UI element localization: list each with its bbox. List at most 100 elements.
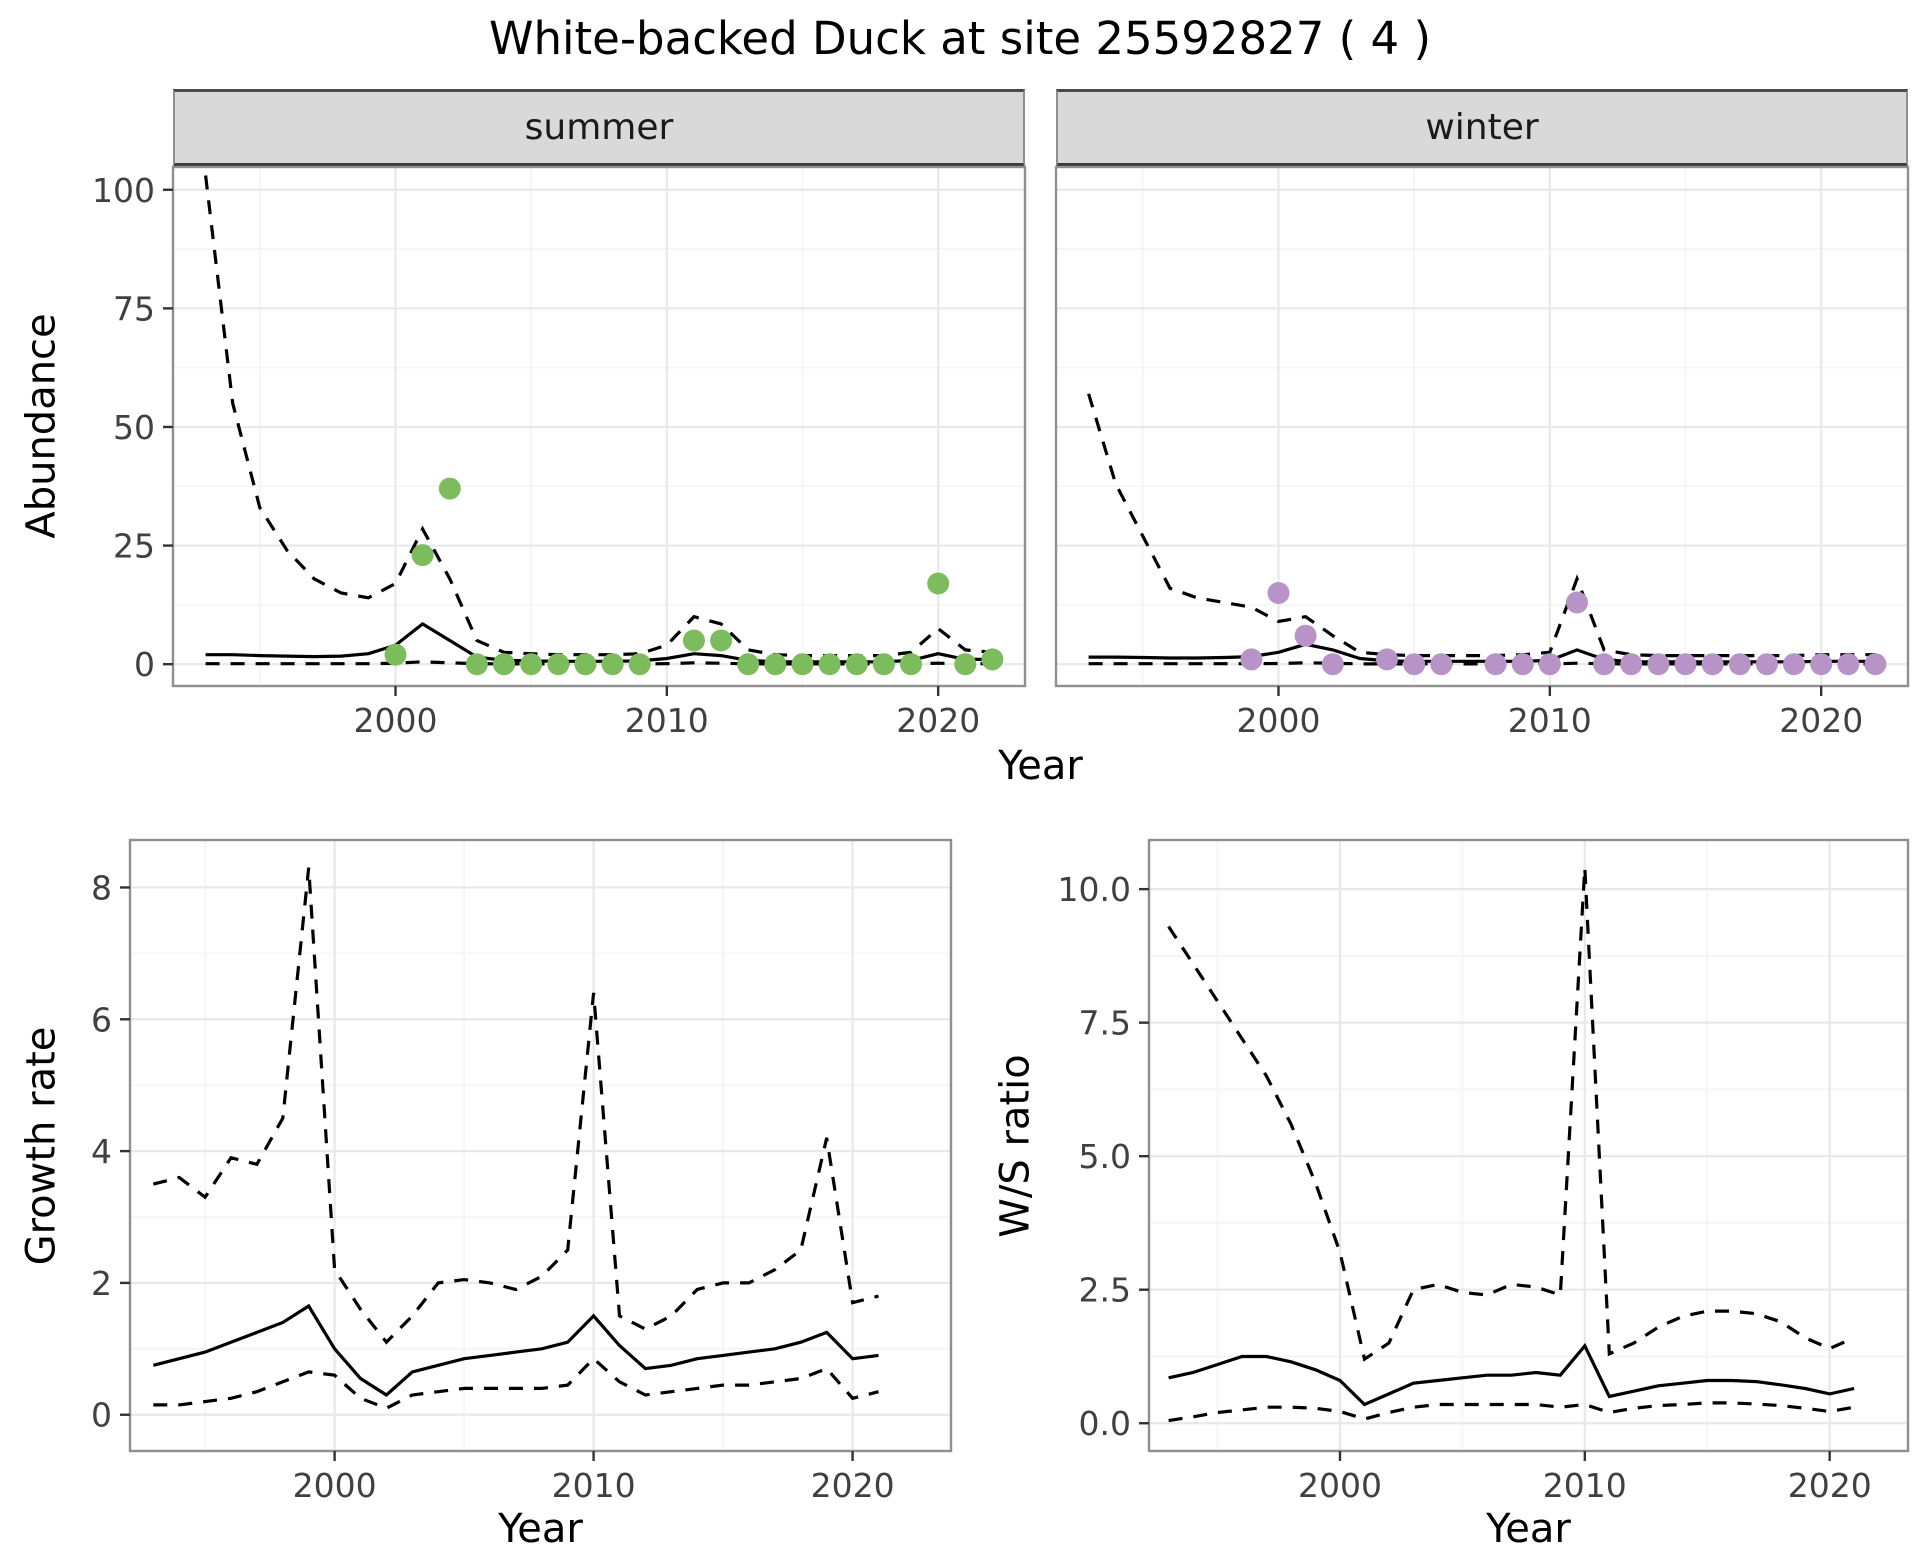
observed-point [493, 653, 515, 676]
observed-point [683, 629, 705, 652]
x-tick-label: 2020 [1779, 701, 1863, 740]
y-tick-label: 2.5 [1079, 1271, 1131, 1310]
y-axis-title-ws-ratio: W/S ratio [992, 1054, 1039, 1238]
y-tick-label: 2 [91, 1264, 112, 1303]
axis-ticks: 2000 2010 2020 0 2 4 6 8 [91, 869, 895, 1506]
series-upper_ci [152, 867, 879, 1345]
y-tick-label: 25 [113, 527, 155, 566]
observed-point [411, 544, 434, 567]
gridlines [173, 167, 1025, 686]
x-axis-title-year-bottom-right: Year [1486, 1506, 1571, 1552]
observed-point [1810, 653, 1833, 676]
facet-label-winter: winter [1425, 107, 1539, 148]
y-tick-label: 0.0 [1079, 1404, 1131, 1443]
observed-point [1674, 653, 1697, 676]
observed-point [601, 653, 624, 676]
observed-point [1511, 653, 1534, 676]
panel-content [1167, 867, 1855, 1423]
x-tick-label: 2020 [811, 1466, 895, 1505]
y-tick-label: 75 [113, 289, 155, 328]
observed-point [1430, 653, 1453, 676]
observed-point [1403, 653, 1426, 676]
series-lower_ci [1168, 1401, 1855, 1423]
series-fitted_median [1168, 1342, 1855, 1407]
observed-point [1728, 653, 1751, 676]
observed-point [927, 572, 950, 595]
observed-point [1593, 653, 1616, 676]
panel-content [152, 867, 879, 1410]
y-tick-label: 50 [113, 408, 155, 447]
x-tick-label: 2020 [1788, 1466, 1872, 1505]
gridlines [1149, 840, 1908, 1451]
y-tick-label: 8 [91, 869, 112, 908]
x-tick-label: 2010 [552, 1466, 636, 1505]
observed-point [737, 653, 760, 676]
observed-point [520, 653, 543, 676]
x-tick-label: 2010 [625, 701, 709, 740]
panel-growth_rate: 2000 2010 2020 0 2 4 6 8 [91, 838, 953, 1506]
observed-point [438, 477, 461, 500]
observed-points [384, 477, 1004, 676]
panel-background [130, 840, 951, 1451]
observed-point [764, 653, 787, 676]
panel-border [128, 838, 953, 1453]
observed-point [872, 653, 895, 676]
facet-strip-winter: winter [1056, 89, 1908, 167]
observed-point [1240, 648, 1263, 671]
panel-content [204, 175, 1004, 676]
facet-label-summer: summer [524, 107, 674, 148]
panel-border [1147, 838, 1910, 1453]
x-tick-label: 2000 [1298, 1466, 1382, 1505]
y-tick-label: 0 [134, 645, 155, 684]
observed-point [1376, 648, 1398, 671]
observed-point [574, 653, 597, 676]
observed-point [981, 648, 1004, 671]
observed-point [1321, 653, 1344, 676]
panel-abundance_winter: 2000 2010 2020 [1054, 165, 1910, 740]
observed-point [1837, 653, 1860, 676]
observed-point [710, 629, 733, 652]
x-tick-label: 2000 [1237, 701, 1321, 740]
y-tick-label: 5.0 [1079, 1137, 1131, 1176]
panel-content [1087, 393, 1887, 676]
observed-point [1647, 653, 1670, 676]
facet-strip-summer: summer [173, 89, 1025, 167]
observed-point [1783, 653, 1805, 676]
axis-ticks: 2000 2010 2020 0 25 50 75 100 [92, 171, 980, 740]
y-tick-label: 7.5 [1079, 1004, 1131, 1043]
y-tick-label: 10.0 [1058, 870, 1131, 909]
observed-point [1294, 624, 1317, 647]
y-tick-label: 4 [91, 1132, 112, 1171]
figure-title: White-backed Duck at site 25592827 ( 4 ) [488, 12, 1432, 65]
gridlines [130, 840, 951, 1451]
observed-point [845, 653, 868, 676]
x-tick-label: 2000 [293, 1466, 377, 1505]
observed-point [954, 653, 977, 676]
observed-points [1240, 582, 1887, 676]
y-axis-title-abundance: Abundance [18, 313, 65, 539]
y-axis-title-growth-rate: Growth rate [18, 1026, 65, 1266]
observed-point [1484, 653, 1507, 676]
panel-ws_ratio: 2000 2010 2020 0.0 2.5 5.0 7.5 10.0 [1058, 838, 1910, 1505]
observed-point [1864, 653, 1887, 676]
gridlines [1056, 167, 1908, 686]
series-fitted_median [152, 1303, 879, 1397]
observed-point [1620, 653, 1643, 676]
x-tick-label: 2020 [896, 701, 980, 740]
observed-point [1755, 653, 1778, 676]
observed-point [791, 653, 814, 676]
observed-point [818, 653, 841, 676]
observed-point [384, 643, 407, 666]
x-axis-title-year-top: Year [998, 743, 1083, 789]
series-lower_ci [153, 1356, 879, 1410]
observed-point [628, 653, 651, 676]
observed-point [1538, 653, 1561, 676]
x-tick-label: 2010 [1508, 701, 1592, 740]
observed-point [547, 653, 570, 676]
x-axis-title-year-bottom-left: Year [498, 1506, 583, 1552]
observed-point [465, 653, 488, 676]
y-tick-label: 6 [91, 1000, 112, 1039]
x-tick-label: 2000 [354, 701, 438, 740]
